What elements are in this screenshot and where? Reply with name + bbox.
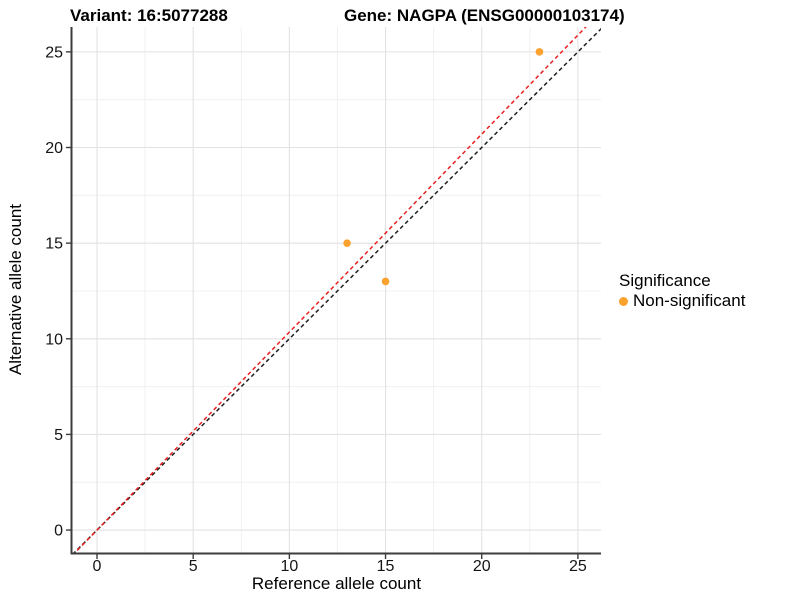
y-tick-label: 0 bbox=[54, 523, 63, 540]
y-tick-label: 20 bbox=[45, 140, 63, 157]
data-point bbox=[343, 239, 351, 247]
x-tick-label: 10 bbox=[280, 558, 298, 575]
x-axis-title: Reference allele count bbox=[251, 574, 422, 593]
data-point bbox=[535, 48, 544, 56]
legend: Significance Non-significant bbox=[619, 271, 745, 311]
fitted-line bbox=[73, 27, 587, 553]
legend-title: Significance bbox=[619, 271, 711, 290]
y-axis-title-wrap: Alternative allele count bbox=[4, 27, 28, 553]
legend-swatch-icon bbox=[619, 296, 628, 306]
legend-item-non-significant: Non-significant bbox=[619, 291, 745, 311]
y-tick-label: 5 bbox=[54, 427, 63, 444]
y-tick-label: 15 bbox=[45, 236, 63, 253]
x-tick-label: 20 bbox=[473, 558, 491, 575]
identity-line bbox=[72, 27, 601, 553]
x-tick-label: 15 bbox=[377, 558, 395, 575]
y-axis-title: Alternative allele count bbox=[6, 204, 25, 376]
legend-item-label: Non-significant bbox=[633, 291, 746, 310]
variant-title: Variant: 16:5077288 bbox=[70, 6, 228, 25]
x-tick-label: 5 bbox=[189, 558, 198, 575]
data-point bbox=[381, 277, 390, 286]
x-tick-label: 25 bbox=[569, 558, 587, 575]
y-tick-label: 10 bbox=[45, 331, 63, 348]
x-tick-label: 0 bbox=[93, 558, 102, 575]
y-tick-label: 25 bbox=[45, 44, 63, 61]
gene-title: Gene: NAGPA (ENSG00000103174) bbox=[344, 6, 625, 25]
